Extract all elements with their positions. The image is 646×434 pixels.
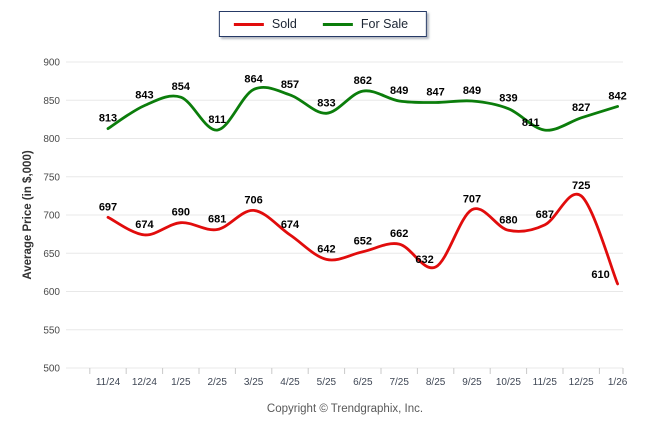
y-axis-tick-label: 650 — [43, 249, 60, 260]
y-axis-title: Average Price (in $,000) — [22, 150, 34, 280]
x-axis-tick-label: 6/25 — [353, 377, 373, 388]
data-label: 842 — [608, 90, 626, 102]
data-label: 662 — [390, 228, 408, 240]
data-label: 697 — [99, 201, 117, 213]
x-axis-tick-label: 8/25 — [426, 377, 446, 388]
data-label: 864 — [244, 74, 263, 86]
y-axis-tick-label: 500 — [43, 364, 60, 375]
legend-label-for-sale: For Sale — [360, 17, 409, 31]
data-label: 610 — [591, 269, 609, 281]
x-axis-tick-label: 5/25 — [317, 377, 337, 388]
line-chart: 500 550 600 650 700 750 800 850 900 11/24 12/24 1/2… — [22, 58, 628, 389]
y-axis-tick-label: 550 — [43, 325, 60, 336]
data-label: 849 — [463, 85, 481, 97]
data-label: 681 — [208, 214, 226, 226]
data-label: 652 — [354, 236, 372, 248]
data-label: 687 — [536, 209, 554, 221]
x-axis-tick-label: 3/25 — [244, 377, 264, 388]
sold-line-swatch — [233, 22, 264, 26]
x-axis-tick-label: 2/25 — [207, 377, 227, 388]
x-axis-tick-label: 9/25 — [462, 377, 482, 388]
y-axis-tick-label: 700 — [43, 211, 60, 222]
data-label: 680 — [499, 214, 517, 226]
data-label: 843 — [135, 90, 153, 102]
data-label: 854 — [172, 81, 191, 93]
data-label: 706 — [244, 194, 262, 206]
y-axis-tick-label: 800 — [43, 134, 60, 145]
legend-label-sold: Sold — [271, 17, 297, 31]
data-label: 847 — [426, 87, 444, 99]
data-label: 813 — [99, 113, 117, 125]
data-label: 632 — [415, 254, 433, 266]
data-label: 642 — [317, 243, 335, 255]
copyright-text: Copyright © Trendgraphix, Inc. — [266, 403, 424, 415]
x-axis-tick-label: 1/26 — [608, 377, 628, 388]
data-label: 674 — [135, 219, 154, 231]
y-axis-tick-label: 600 — [43, 287, 60, 298]
y-axis-tick-label: 750 — [43, 172, 60, 183]
x-axis-tick-label: 11/25 — [533, 377, 558, 388]
data-label: 707 — [463, 194, 481, 206]
x-axis-tick-label: 7/25 — [389, 377, 409, 388]
data-label: 833 — [317, 97, 335, 109]
x-axis-tick-label: 10/25 — [496, 377, 521, 388]
x-axis-tick-label: 1/25 — [171, 377, 191, 388]
chart-legend: Sold For Sale — [218, 11, 428, 37]
data-label: 849 — [390, 85, 408, 97]
data-label: 827 — [572, 102, 590, 114]
x-axis-tick-label: 11/24 — [96, 377, 121, 388]
data-label: 839 — [499, 93, 517, 105]
data-label: 811 — [522, 117, 540, 129]
data-label: 725 — [572, 180, 590, 192]
legend-item-sold: Sold — [233, 17, 297, 31]
data-label: 690 — [172, 207, 190, 219]
legend-item-for-sale: For Sale — [322, 17, 409, 31]
y-axis-tick-label: 850 — [43, 96, 60, 107]
x-axis-tick-label: 12/24 — [132, 377, 157, 388]
data-label: 857 — [281, 79, 299, 91]
data-label: 674 — [281, 219, 300, 231]
sold-series-line — [106, 192, 619, 286]
y-axis-tick-label: 900 — [43, 58, 60, 69]
data-label: 811 — [208, 114, 226, 126]
x-axis-tick-label: 12/25 — [569, 377, 594, 388]
for-sale-line-swatch — [322, 22, 353, 26]
for-sale-series-line — [106, 85, 619, 132]
data-label: 862 — [354, 75, 372, 87]
x-axis-tick-label: 4/25 — [280, 377, 300, 388]
